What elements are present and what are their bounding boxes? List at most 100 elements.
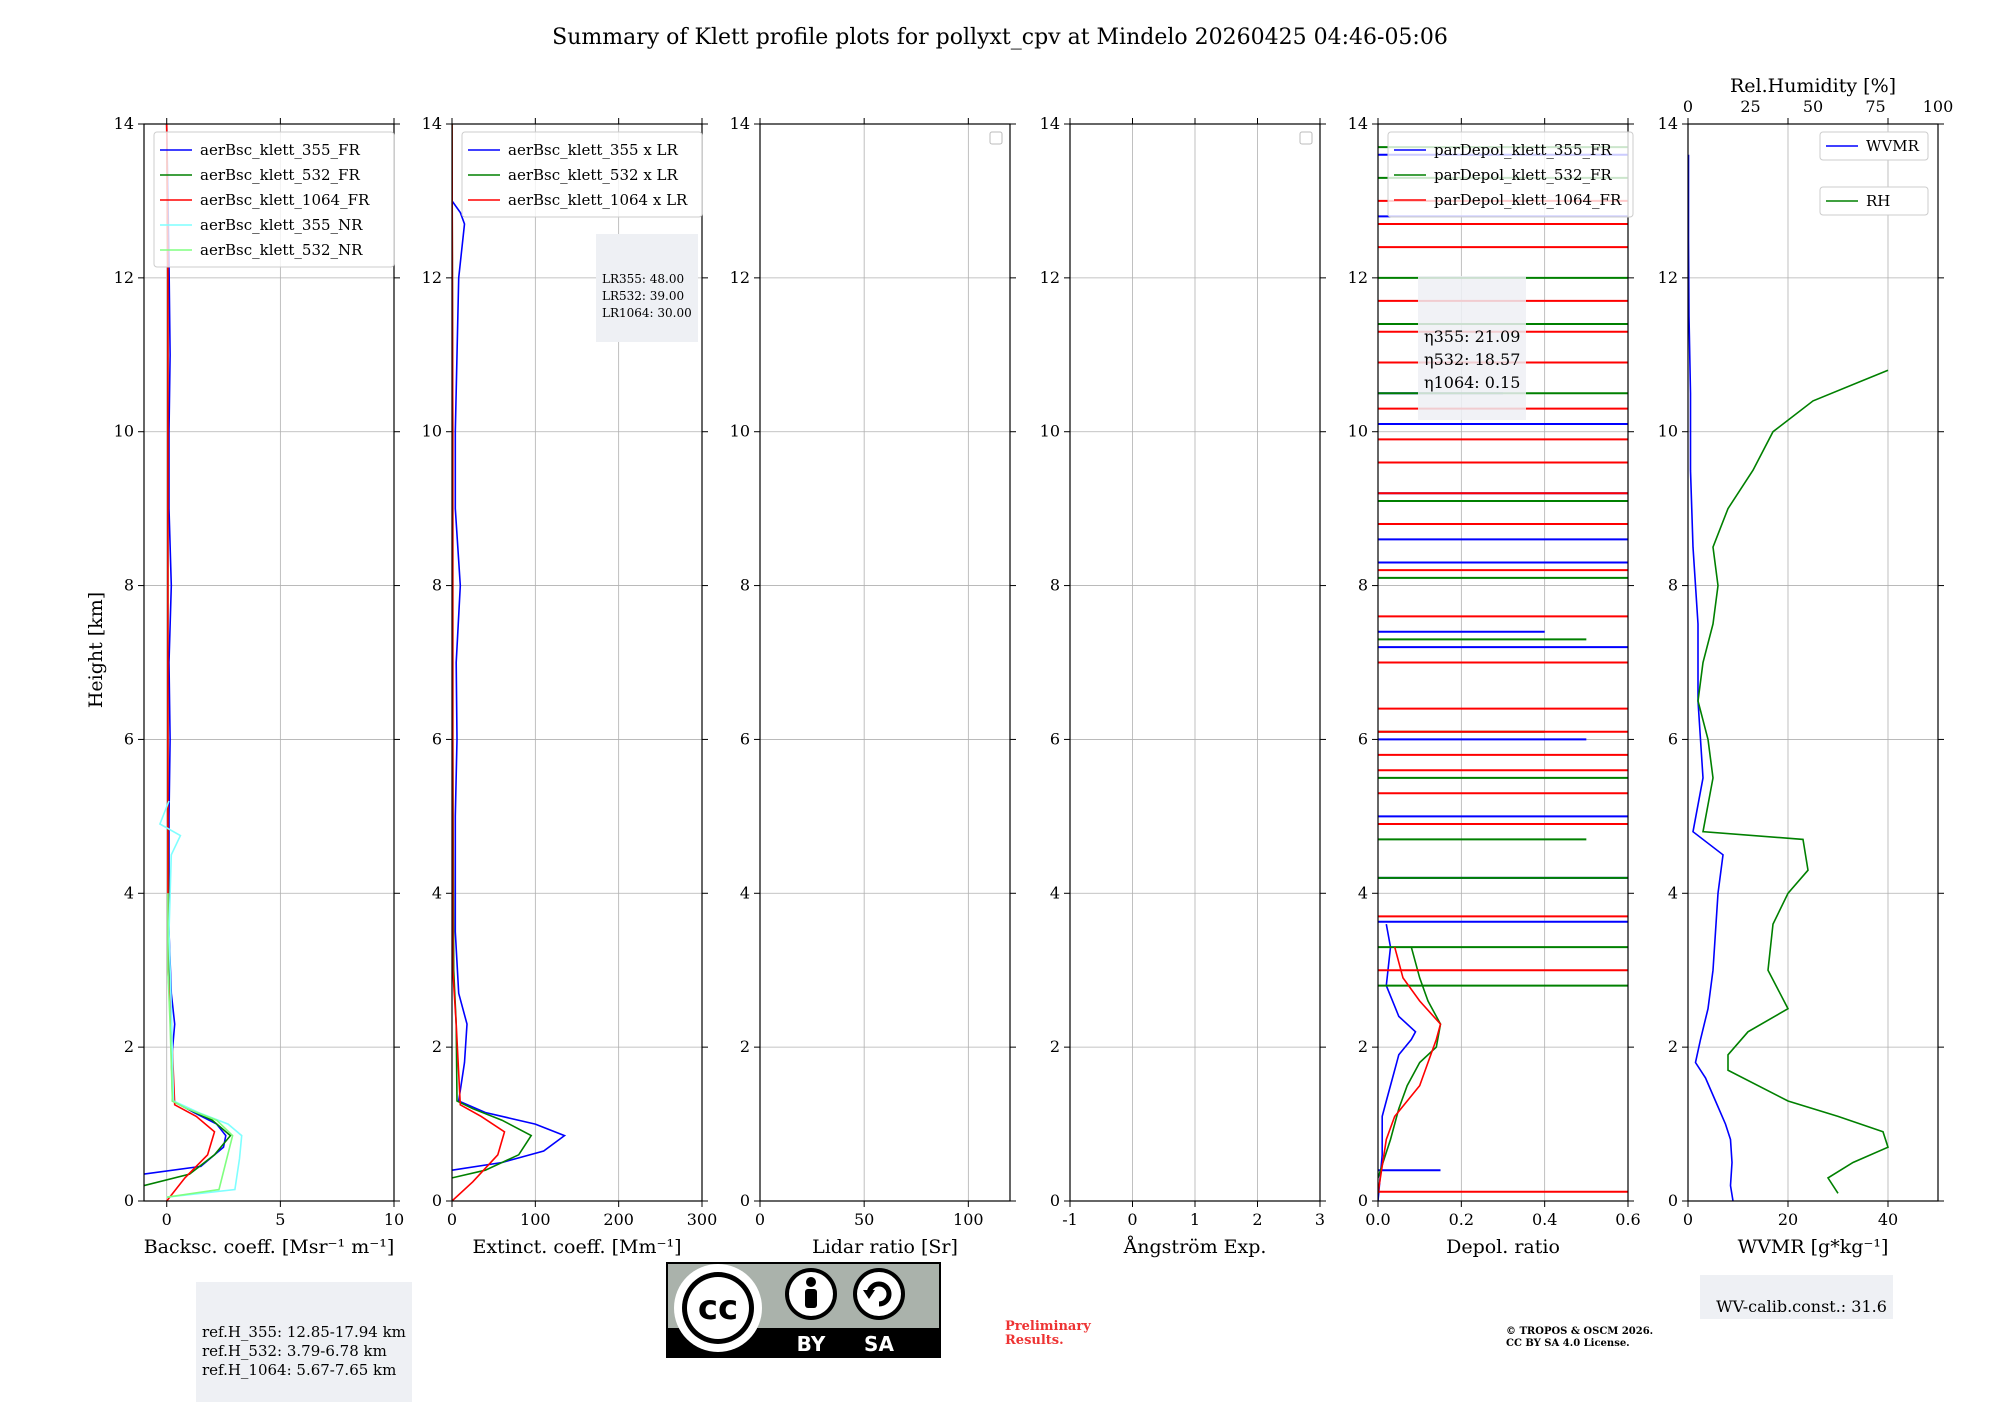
- x-tick-label: 3: [1315, 1210, 1325, 1229]
- x-axis-label: Ångström Exp.: [1123, 1236, 1267, 1258]
- y-tick-label: 6: [124, 729, 134, 748]
- y-tick-label: 14: [422, 114, 442, 133]
- y-tick-label: 4: [1050, 883, 1060, 902]
- x-tick-label: 0: [1683, 1210, 1693, 1229]
- y-tick-label: 8: [1668, 576, 1678, 595]
- ylabel-height: Height [km]: [85, 592, 107, 708]
- wv-calib-note: WV-calib.const.: 31.6: [1700, 1275, 1893, 1319]
- refh-note: ref.H_355: 12.85-17.94 km ref.H_532: 3.79…: [196, 1282, 412, 1402]
- x-tick-label: 10: [384, 1210, 404, 1229]
- x-axis-label: Lidar ratio [Sr]: [812, 1236, 958, 1258]
- y-tick-label: 10: [1348, 422, 1368, 441]
- figure-title: Summary of Klett profile plots for polly…: [552, 25, 1448, 50]
- empty-legend: [1299, 131, 1313, 145]
- series-line-aerBsc_klett_1064 x LR: [452, 124, 506, 1201]
- legend-box: [1819, 131, 1929, 161]
- y-tick-label: 4: [1668, 883, 1678, 902]
- axes-frame: [143, 123, 395, 1202]
- y-tick-label: 12: [1040, 268, 1060, 287]
- y-tick-label: 14: [114, 114, 134, 133]
- legend-label: aerBsc_klett_355 x LR: [508, 141, 679, 159]
- legend-box: [153, 131, 395, 268]
- legend-label: aerBsc_klett_532_FR: [200, 166, 360, 184]
- x-tick-label: 2: [1252, 1210, 1262, 1229]
- y-tick-label: 8: [1050, 576, 1060, 595]
- x2-axis-label: Rel.Humidity [%]: [1730, 75, 1896, 97]
- y-tick-label: 0: [124, 1191, 134, 1210]
- preliminary-results: Preliminary Results.: [1005, 1319, 1091, 1348]
- x2-tick-label: 100: [1923, 97, 1954, 116]
- y-tick-label: 14: [1040, 114, 1060, 133]
- x-tick-label: 0.4: [1532, 1210, 1557, 1229]
- y-tick-label: 6: [1050, 729, 1060, 748]
- y-tick-label: 14: [730, 114, 750, 133]
- cc-text: cc: [698, 1288, 738, 1328]
- x-axis-label: WVMR [g*kg⁻¹]: [1738, 1236, 1889, 1258]
- x-tick-label: 0.2: [1449, 1210, 1474, 1229]
- x-tick-label: 0: [162, 1210, 172, 1229]
- person-head: [806, 1277, 816, 1287]
- y-tick-label: 2: [124, 1037, 134, 1056]
- axes-frame: [759, 123, 1011, 1202]
- y-tick-label: 8: [432, 576, 442, 595]
- cc-icon-inner: [687, 1277, 749, 1339]
- sa-icon-inner: [857, 1272, 901, 1316]
- y-tick-label: 12: [114, 268, 134, 287]
- panel-ext: 0 100 200 300 0 2 4 6 8 10 12 14 Extinct. coeff. [Mm…: [422, 114, 718, 1258]
- x-tick-label: 0: [755, 1210, 765, 1229]
- x-tick-label: 300: [687, 1210, 718, 1229]
- panel-lr: 0 50 100 0 2 4 6 8 10 12 14 Lidar ratio [Sr]: [730, 114, 1016, 1258]
- series-line-parDepol_klett_1064_FR: [1378, 946, 1442, 1194]
- series-line-WVMR: [1688, 154, 1734, 1201]
- y-tick-label: 4: [1358, 883, 1368, 902]
- y-tick-label: 0: [1050, 1191, 1060, 1210]
- series-line-aerBsc_klett_532_NR: [166, 893, 234, 1198]
- series-group: [452, 124, 567, 1201]
- y-tick-label: 10: [730, 422, 750, 441]
- x-tick-label: 200: [603, 1210, 634, 1229]
- y-tick-label: 10: [114, 422, 134, 441]
- legend-label: parDepol_klett_1064_FR: [1434, 191, 1622, 209]
- series-line-parDepol_klett_355_FR: [1378, 923, 1417, 1201]
- series-line-aerBsc_klett_355_FR: [144, 124, 227, 1175]
- x-tick-label: 100: [520, 1210, 551, 1229]
- y-tick-label: 10: [422, 422, 442, 441]
- y-tick-label: 0: [432, 1191, 442, 1210]
- y-tick-label: 10: [1658, 422, 1678, 441]
- x2-tick-label: 75: [1865, 97, 1885, 116]
- x2-tick-label: 0: [1683, 97, 1693, 116]
- series-line-aerBsc_klett_532 x LR: [452, 124, 533, 1179]
- y-tick-label: 2: [1668, 1037, 1678, 1056]
- y-tick-label: 12: [1658, 268, 1678, 287]
- x-tick-label: 1: [1190, 1210, 1200, 1229]
- sa-label: SA: [864, 1332, 894, 1356]
- eta-note: η355: 21.09 η532: 18.57 η1064: 0.15: [1418, 276, 1527, 420]
- legend-label: aerBsc_klett_1064 x LR: [508, 191, 688, 209]
- legend-label: aerBsc_klett_355_FR: [200, 141, 360, 159]
- x-tick-label: 20: [1778, 1210, 1798, 1229]
- copyright: © TROPOS & OSCM 2026. CC BY SA 4.0 Licen…: [1506, 1326, 1654, 1349]
- y-tick-label: 6: [740, 729, 750, 748]
- y-tick-label: 4: [740, 883, 750, 902]
- empty-legend: [989, 131, 1003, 145]
- y-tick-label: 6: [1358, 729, 1368, 748]
- x2-tick-label: 50: [1803, 97, 1823, 116]
- x-axis-label: Extinct. coeff. [Mm⁻¹]: [472, 1236, 681, 1258]
- axes-frame: [1377, 123, 1629, 1202]
- y-tick-label: 4: [432, 883, 442, 902]
- y-tick-label: 10: [1040, 422, 1060, 441]
- y-tick-label: 2: [1358, 1037, 1368, 1056]
- sa-arrowhead: [863, 1290, 875, 1299]
- x-tick-label: 5: [275, 1210, 285, 1229]
- y-tick-label: 12: [730, 268, 750, 287]
- legend-label: parDepol_klett_355_FR: [1434, 141, 1612, 159]
- legend-label: aerBsc_klett_355_NR: [200, 216, 363, 234]
- y-tick-label: 12: [1348, 268, 1368, 287]
- y-tick-label: 6: [432, 729, 442, 748]
- y-tick-label: 2: [1050, 1037, 1060, 1056]
- x-tick-label: 0: [1127, 1210, 1137, 1229]
- y-tick-label: 8: [1358, 576, 1368, 595]
- axes-frame: [451, 123, 703, 1202]
- legend-label: WVMR: [1866, 137, 1920, 155]
